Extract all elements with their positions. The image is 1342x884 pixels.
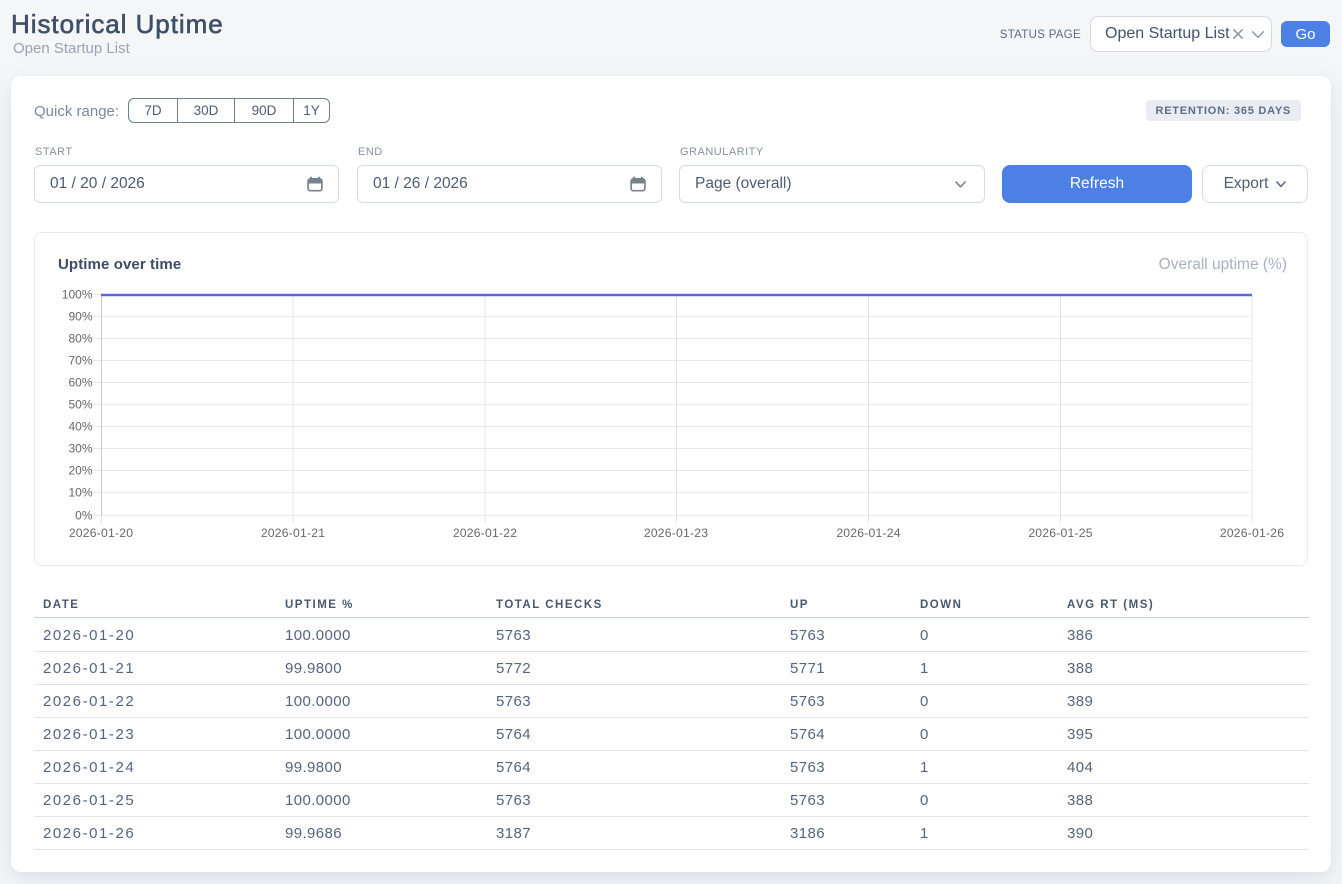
svg-text:20%: 20% <box>68 464 92 478</box>
svg-text:10%: 10% <box>68 486 92 500</box>
svg-text:2026-01-24: 2026-01-24 <box>836 526 900 540</box>
svg-text:0%: 0% <box>75 509 93 523</box>
svg-text:90%: 90% <box>68 310 92 324</box>
svg-text:2026-01-21: 2026-01-21 <box>261 526 325 540</box>
svg-text:2026-01-25: 2026-01-25 <box>1028 526 1092 540</box>
svg-text:30%: 30% <box>68 442 92 456</box>
svg-text:2026-01-22: 2026-01-22 <box>453 526 517 540</box>
svg-text:80%: 80% <box>68 332 92 346</box>
svg-text:2026-01-20: 2026-01-20 <box>69 526 133 540</box>
svg-text:50%: 50% <box>68 398 92 412</box>
svg-text:100%: 100% <box>62 288 93 302</box>
svg-text:70%: 70% <box>68 354 92 368</box>
svg-text:2026-01-23: 2026-01-23 <box>644 526 708 540</box>
svg-text:2026-01-26: 2026-01-26 <box>1220 526 1284 540</box>
svg-text:40%: 40% <box>68 420 92 434</box>
svg-text:60%: 60% <box>68 376 92 390</box>
